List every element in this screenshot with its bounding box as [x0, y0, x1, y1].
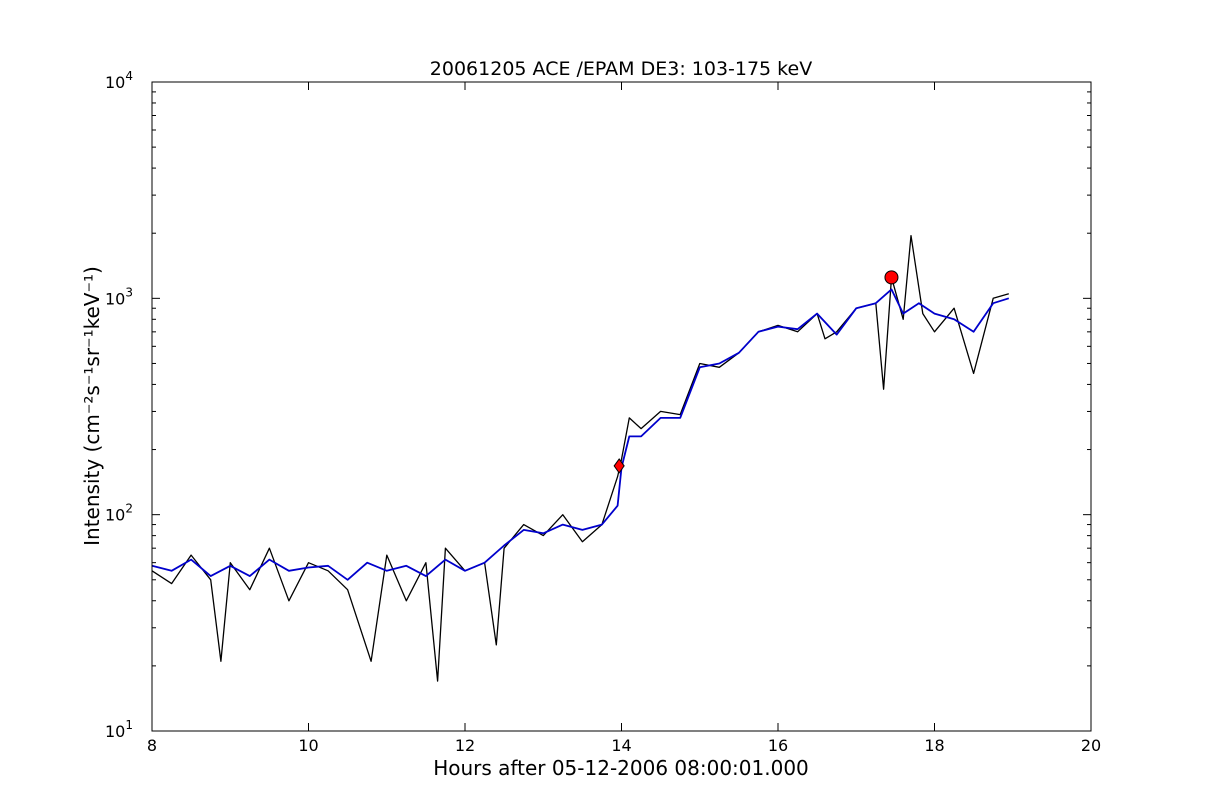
y-tick-label: 104 [105, 69, 133, 92]
series-line-0 [151, 234, 1009, 682]
x-tick-label: 14 [611, 736, 631, 755]
plot-frame [151, 81, 1092, 732]
y-axis-label: Intensity (cm⁻²s⁻¹sr⁻¹keV⁻¹) [80, 266, 104, 546]
y-tick-label: 101 [105, 718, 133, 741]
y-tick-label: 103 [105, 285, 133, 308]
x-tick-label: 12 [455, 736, 475, 755]
x-axis-label: Hours after 05-12-2006 08:00:01.000 [433, 756, 809, 780]
onset-marker-0 [613, 458, 625, 474]
x-tick-label: 20 [1081, 736, 1101, 755]
peak-marker-1 [884, 270, 899, 285]
marker-layer [613, 270, 899, 474]
chart-title: 20061205 ACE /EPAM DE3: 103-175 keV [430, 58, 812, 80]
series-line-1 [151, 288, 1010, 581]
x-tick-label: 16 [768, 736, 788, 755]
y-tick-label: 102 [105, 502, 133, 525]
series-layer [151, 234, 1010, 682]
x-tick-label: 8 [147, 736, 157, 755]
plot-background [152, 82, 1091, 731]
x-tick-label: 18 [924, 736, 944, 755]
x-tick-label: 10 [298, 736, 318, 755]
